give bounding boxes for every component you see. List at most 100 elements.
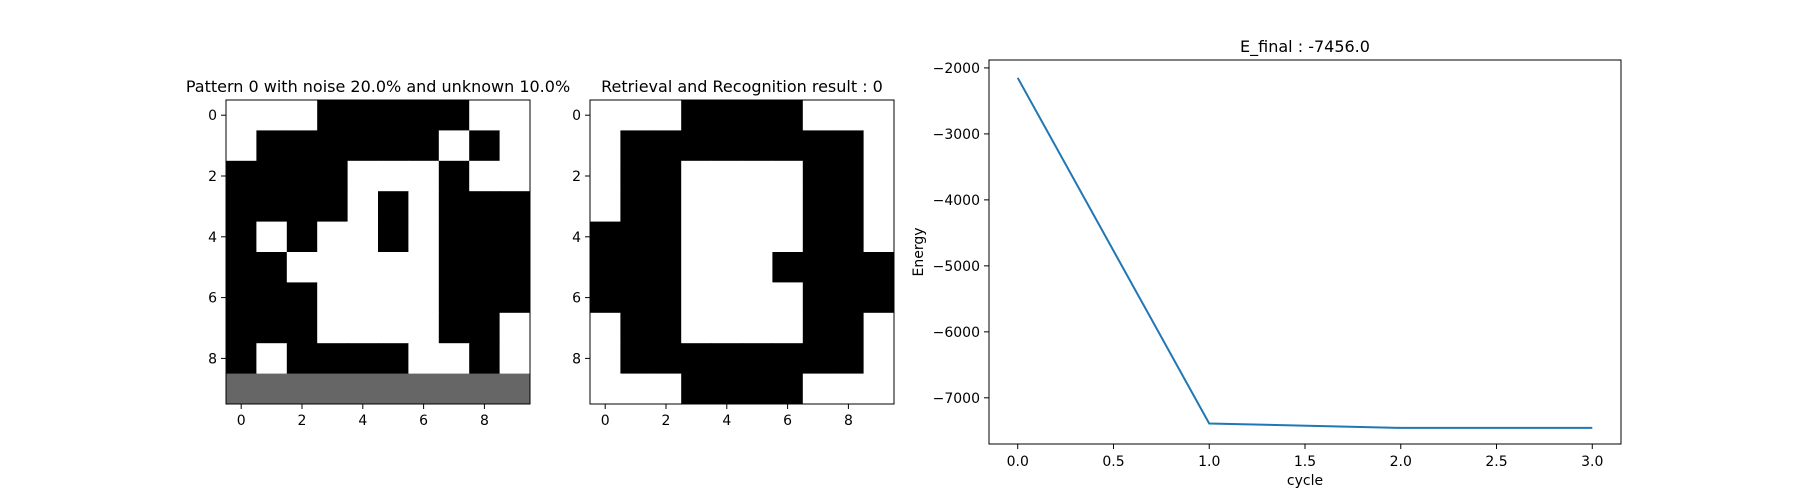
noisy-pattern-cell [438, 373, 470, 405]
noisy-pattern-cell [317, 373, 349, 405]
energy-ytick-label: −7000 [933, 391, 980, 407]
retrieved-pattern-ytick-label: 6 [572, 291, 581, 307]
noisy-pattern-cell [286, 252, 318, 283]
noisy-pattern-cell [286, 130, 318, 162]
retrieved-pattern-cell [650, 221, 682, 253]
retrieved-pattern-cell [650, 100, 682, 131]
noisy-pattern-xtick-label: 8 [480, 413, 489, 429]
noisy-pattern-cell [378, 160, 409, 192]
retrieved-pattern-cell [620, 343, 652, 375]
noisy-pattern-cell [408, 100, 440, 131]
noisy-pattern-cell [317, 312, 349, 344]
retrieved-pattern-cell [681, 160, 713, 192]
retrieved-pattern-cell [742, 160, 773, 192]
retrieved-pattern-cell [711, 100, 743, 131]
noisy-pattern-cell [256, 252, 288, 283]
retrieved-pattern-cell [681, 221, 713, 253]
retrieved-pattern-cell [620, 373, 652, 405]
noisy-pattern-cell [499, 282, 531, 314]
retrieved-pattern-cell [681, 130, 713, 162]
noisy-pattern-cell [256, 373, 288, 405]
noisy-pattern-cell [438, 252, 470, 283]
retrieved-pattern-cell [833, 373, 865, 405]
retrieved-pattern-cell [681, 343, 713, 375]
retrieved-pattern-cell [802, 130, 834, 162]
noisy-pattern-cell [378, 221, 409, 253]
noisy-pattern-cell [408, 373, 440, 405]
noisy-pattern-cell [347, 343, 379, 375]
noisy-pattern-cell [378, 343, 409, 375]
noisy-pattern-cell [317, 191, 349, 223]
energy-xtick-label: 0.5 [1102, 454, 1124, 470]
noisy-pattern-cell [286, 282, 318, 314]
retrieved-pattern-cell [742, 312, 773, 344]
noisy-pattern-cell [347, 252, 379, 283]
noisy-pattern-cell [499, 160, 531, 192]
noisy-pattern-cell [317, 160, 349, 192]
noisy-pattern-cell [256, 312, 288, 344]
retrieved-pattern-xtick-label: 0 [601, 413, 610, 429]
noisy-pattern-cell [226, 282, 257, 314]
retrieved-pattern-cell [802, 221, 834, 253]
retrieved-pattern-cell [833, 100, 865, 131]
noisy-pattern-cell [286, 191, 318, 223]
noisy-pattern-cell [347, 130, 379, 162]
noisy-pattern-cell [469, 343, 501, 375]
retrieved-pattern-cell [802, 191, 834, 223]
noisy-pattern-ytick-label: 8 [208, 351, 217, 367]
noisy-pattern-cell [499, 100, 531, 131]
retrieved-pattern-cell [711, 343, 743, 375]
noisy-pattern-cell [378, 130, 409, 162]
retrieved-pattern-cell [620, 282, 652, 314]
noisy-pattern-cell [347, 282, 379, 314]
noisy-pattern-cell [317, 252, 349, 283]
energy-series-line [1016, 77, 1593, 429]
noisy-pattern-ytick-label: 0 [208, 108, 217, 124]
retrieved-pattern-cell [863, 312, 895, 344]
retrieved-pattern-ytick-label: 2 [572, 169, 581, 185]
energy-ytick-label: −4000 [933, 193, 980, 209]
retrieved-pattern-cell [742, 221, 773, 253]
noisy-pattern-cell [286, 221, 318, 253]
noisy-pattern-cell [408, 312, 440, 344]
noisy-pattern-cell [408, 221, 440, 253]
energy-plot-panel: E_final : -7456.0 0.0 0.5 1.0 1.5 2.0 2.5 3.0 −… [911, 37, 1622, 489]
retrieved-pattern-xtick-label: 2 [662, 413, 671, 429]
retrieved-pattern-cell [802, 312, 834, 344]
noisy-pattern-cell [317, 282, 349, 314]
retrieved-pattern-cell [742, 373, 773, 405]
retrieved-pattern-cell [620, 130, 652, 162]
noisy-pattern-cell [347, 312, 379, 344]
noisy-pattern-cell [499, 373, 531, 405]
noisy-pattern-cell [347, 221, 379, 253]
noisy-pattern-cell [226, 100, 257, 131]
noisy-pattern-cell [469, 312, 501, 344]
retrieved-pattern-cell [802, 282, 834, 314]
retrieved-pattern-cell [802, 100, 834, 131]
retrieved-pattern-cell [833, 343, 865, 375]
retrieved-pattern-cell [772, 373, 804, 405]
retrieved-pattern-cell [681, 100, 713, 131]
retrieved-pattern-cell [742, 252, 773, 283]
retrieved-pattern-cell [650, 312, 682, 344]
retrieved-pattern-cell [711, 160, 743, 192]
retrieved-pattern-cell [802, 373, 834, 405]
retrieved-pattern-cell [863, 130, 895, 162]
noisy-pattern-cell [438, 343, 470, 375]
retrieved-pattern-cell [711, 282, 743, 314]
noisy-pattern-cell [256, 343, 288, 375]
noisy-pattern-cell [347, 160, 379, 192]
noisy-pattern-cell [408, 252, 440, 283]
noisy-pattern-cell [347, 373, 379, 405]
retrieved-pattern-cell [742, 282, 773, 314]
retrieved-pattern-cell [772, 282, 804, 314]
noisy-pattern-cell [499, 343, 531, 375]
noisy-pattern-cell [378, 312, 409, 344]
retrieved-pattern-cell [863, 252, 895, 283]
retrieved-pattern-cell [590, 312, 621, 344]
retrieved-pattern-ytick-label: 8 [572, 351, 581, 367]
retrieved-pattern-cell [620, 160, 652, 192]
retrieved-pattern-cell [620, 312, 652, 344]
noisy-pattern-cell [378, 282, 409, 314]
